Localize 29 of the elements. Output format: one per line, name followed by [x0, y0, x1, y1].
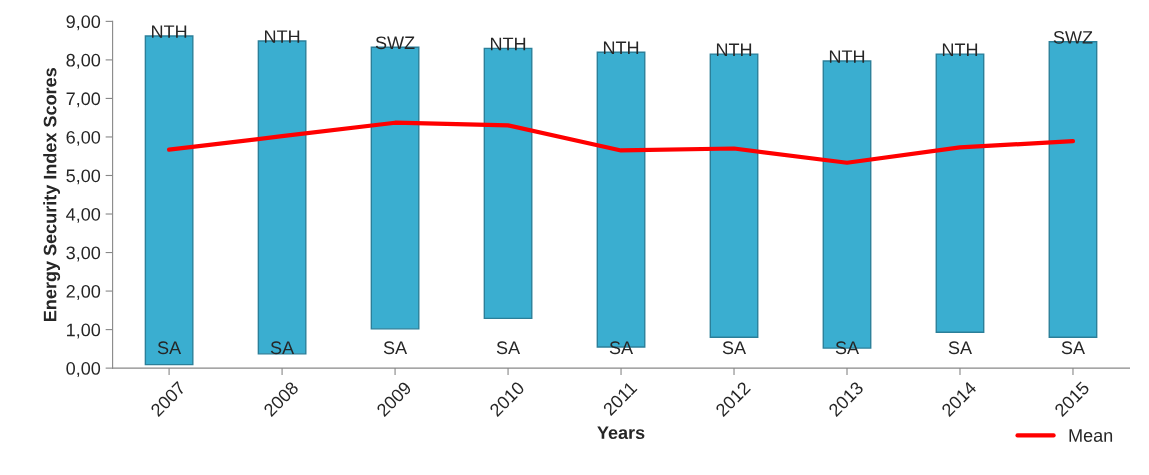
y-tick-label: 5,00	[66, 169, 101, 185]
annotation: NTH	[942, 43, 978, 56]
y-tick-label: 6,00	[66, 130, 101, 146]
annotation: SA	[496, 341, 521, 355]
annotation: SWZ	[375, 36, 415, 50]
y-tick-label: 3,00	[66, 246, 101, 262]
x-axis-title: Years	[597, 426, 645, 440]
y-tick-label: 0,00	[66, 362, 101, 377]
y-tick-label: 2,00	[66, 285, 101, 300]
annotation: SA	[1061, 341, 1085, 355]
y-tick-label: 7,00	[66, 92, 101, 108]
y-axis-title: Energy Security Index Scores	[43, 68, 61, 321]
legend-label: Mean	[1069, 429, 1113, 442]
annotation: SA	[383, 341, 408, 355]
annotation: SA	[270, 341, 295, 355]
annotation: SWZ	[1053, 31, 1093, 44]
y-tick-label: 9,00	[66, 15, 101, 31]
annotation: SA	[157, 341, 182, 355]
annotation: SA	[722, 341, 747, 355]
annotation: SA	[948, 341, 972, 355]
annotation: NTH	[265, 30, 300, 43]
y-tick-label: 1,00	[67, 323, 101, 339]
annotation: NTH	[152, 25, 187, 38]
annotation: NTH	[716, 43, 752, 56]
annotation: NTH	[603, 41, 639, 55]
annotation: NTH	[490, 37, 526, 51]
y-tick-label: 8,00	[66, 53, 101, 69]
y-tick-label: 4,00	[66, 207, 101, 223]
line-series	[167, 120, 1076, 165]
